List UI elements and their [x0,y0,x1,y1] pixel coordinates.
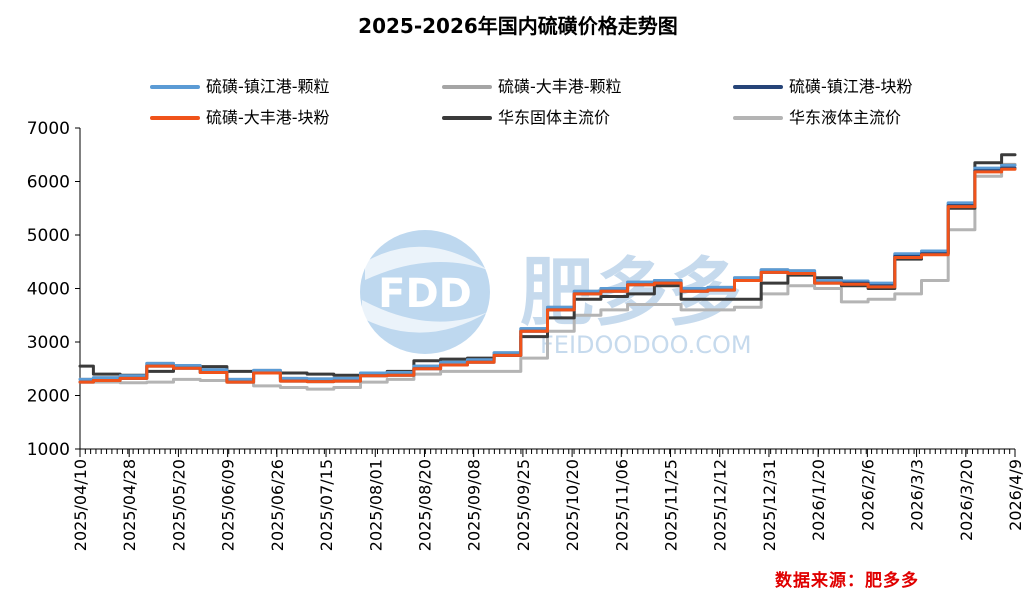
legend-label: 硫磺-大丰港-颗粒 [498,77,622,96]
x-axis: 2025/04/10 2025/04/28 2025/05/20 2025/06/09… [71,448,1025,551]
y-tick-label: 5000 [27,226,70,246]
x-tick-label: 2026/1/20 [809,459,828,541]
watermark-logo-text: FDD [378,271,472,317]
x-tick-label: 2025/04/28 [120,459,139,551]
watermark-url: FEIDOODOO.COM [540,331,752,359]
y-axis: 1000 2000 3000 4000 5000 6000 7000 [27,119,81,460]
y-tick-label: 4000 [27,280,70,300]
x-tick-label: 2025/06/26 [268,459,287,551]
x-tick-label: 2025/11/25 [662,459,681,551]
x-tick-label: 2025/08/20 [415,459,434,551]
series-line-3 [78,167,1017,384]
y-tick-label: 7000 [27,119,70,139]
x-tick-label: 2025/10/20 [563,459,582,551]
y-tick-label: 1000 [27,440,70,460]
legend-swatch [442,116,492,120]
data-source: 数据来源：肥多多 [775,571,919,591]
legend-swatch [733,85,783,89]
x-tick-label: 2025/06/09 [219,459,238,551]
legend-label: 华东固体主流价 [498,108,611,127]
legend-label: 华东液体主流价 [789,108,902,127]
y-tick-label: 6000 [27,173,70,193]
x-tick-label: 2026/2/6 [858,459,877,531]
x-tick-label: 2025/07/15 [317,459,336,551]
watermark-logo-swoosh [362,300,488,333]
x-tick-label: 2025/09/08 [465,459,484,551]
watermark-logo [360,230,490,354]
x-tick-label: 2025/11/06 [612,459,631,551]
x-tick-label: 2025/12/31 [760,459,779,551]
series-group [78,153,1017,391]
x-tick-label: 2025/12/12 [711,459,730,551]
watermark: FDD 肥多多 FEIDOODOO.COM [360,230,752,359]
watermark-logo-swoosh [365,246,488,280]
x-tick-label: 2026/3/3 [908,459,927,531]
legend-swatch [150,116,200,120]
y-tick-label: 3000 [27,333,70,353]
x-tick-label: 2026/4/9 [1006,459,1025,531]
x-tick-label: 2025/09/25 [514,459,533,551]
chart-title: 2025-2026年国内硫磺价格走势图 [358,14,678,38]
legend-label: 硫磺-镇江港-块粉 [789,77,913,96]
x-tick-label: 2025/04/10 [71,459,90,551]
x-tick-label: 2025/05/20 [169,459,188,551]
legend-label: 硫磺-镇江港-颗粒 [206,77,330,96]
x-tick-label: 2025/08/01 [366,459,385,551]
x-tick-label: 2026/3/20 [957,459,976,541]
y-tick-label: 2000 [27,387,70,407]
legend-swatch [442,85,492,89]
legend-swatch [733,116,783,120]
legend-label: 硫磺-大丰港-块粉 [206,108,330,127]
legend-swatch [150,85,200,89]
